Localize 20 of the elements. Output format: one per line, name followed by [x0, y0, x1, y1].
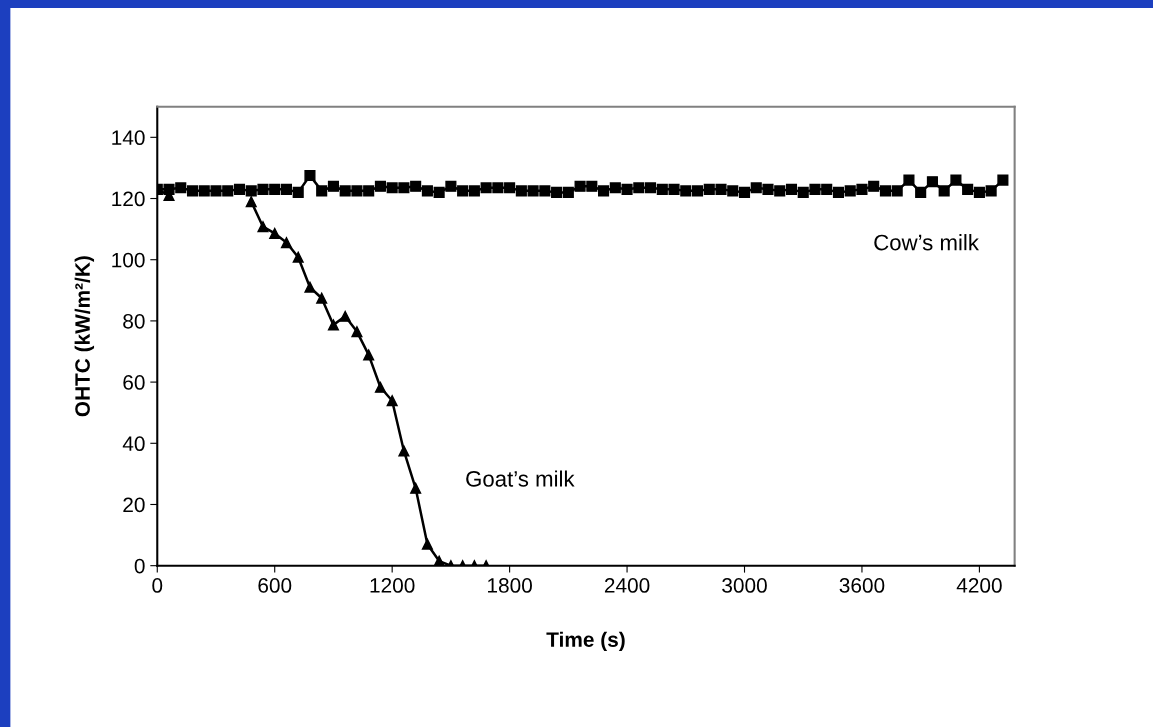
- y-tick-label: 20: [123, 497, 145, 513]
- x-tick-label: 3000: [722, 578, 767, 593]
- y-tick-label: 140: [112, 130, 145, 146]
- x-tick-label: 600: [258, 578, 292, 593]
- series-label: Cow’s milk: [874, 234, 979, 251]
- y-tick-label: 120: [112, 191, 145, 207]
- x-tick-label: 3600: [839, 578, 885, 593]
- x-tick-label: 2400: [604, 578, 650, 593]
- y-tick-label: 100: [112, 252, 145, 268]
- y-tick-label: 60: [123, 375, 145, 390]
- x-tick-label: 1200: [370, 578, 415, 593]
- x-axis-title: Time (s): [546, 631, 625, 652]
- y-tick-label: 0: [134, 558, 145, 574]
- x-tick-label: 4200: [956, 578, 1002, 593]
- text: Goat’s milk: [466, 470, 575, 487]
- x-tick-label: 0: [152, 578, 163, 593]
- y-tick-label: 80: [123, 313, 145, 329]
- x-tick-label: 1800: [488, 578, 532, 593]
- y-axis-title: OHTC (kW/m²/K): [74, 256, 95, 417]
- y-tick-label: 40: [122, 436, 145, 452]
